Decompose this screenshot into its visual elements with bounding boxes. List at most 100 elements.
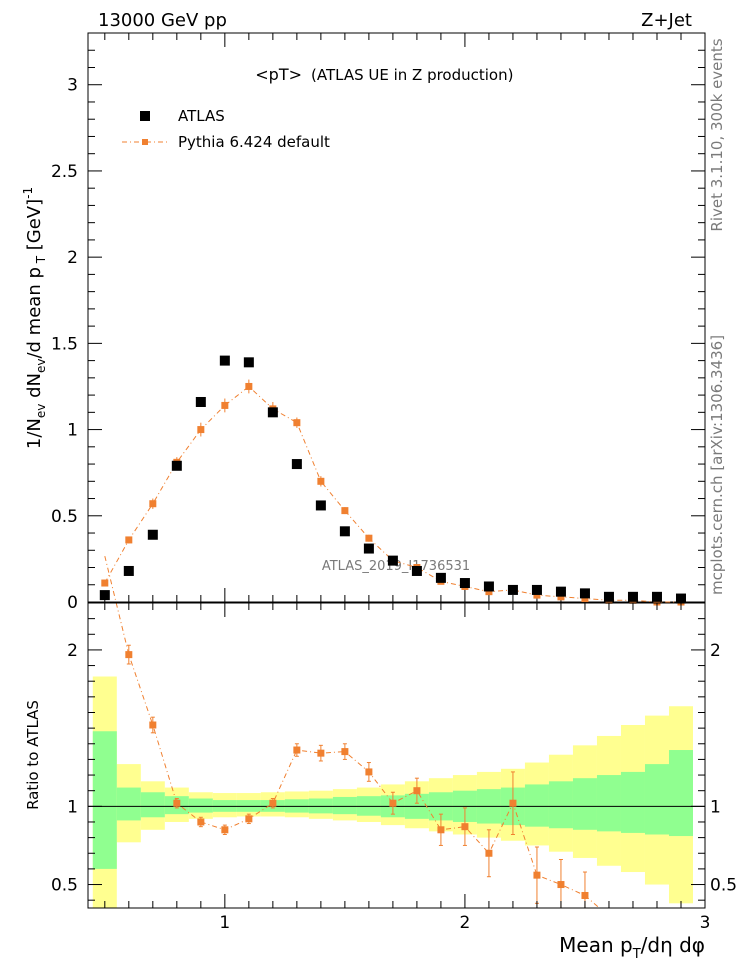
atlas-point xyxy=(363,543,374,554)
main-plot-panel: 0 0.5 1 1.5 2 2.5 3 ATLAS_2019_I1736531 <pT> (… xyxy=(21,32,706,613)
atlas-point xyxy=(411,565,422,576)
atlas-point xyxy=(459,578,470,589)
ratio-pythia-point xyxy=(485,849,493,857)
ratio-y-axis-label: Ratio to ATLAS xyxy=(24,700,42,810)
ratio-band-stat xyxy=(668,750,693,837)
atlas-point xyxy=(579,588,590,599)
mcplots-label: mcplots.cern.ch [arXiv:1306.3436] xyxy=(708,335,726,595)
ratio-pythia-point xyxy=(221,826,229,834)
ratio-band-stat xyxy=(572,778,597,830)
ratio-y-tick-label-right: 2 xyxy=(710,641,721,661)
x-tick-label: 3 xyxy=(700,913,711,933)
legend: ATLAS Pythia 6.424 default xyxy=(122,107,330,151)
atlas-point xyxy=(267,407,278,418)
atlas-point xyxy=(651,591,662,602)
ratio-y-tick-label-left: 2 xyxy=(67,641,78,661)
pythia-point xyxy=(149,500,157,508)
main-y-tick-label: 2.5 xyxy=(51,162,78,182)
plot-title: <pT> xyxy=(255,65,302,84)
svg-text:Mean pT/dη dφ: Mean pT/dη dφ xyxy=(559,933,705,962)
ratio-plot-frame xyxy=(87,602,706,909)
atlas-point xyxy=(435,572,446,583)
svg-text:1/Nev dNev/d mean p T [GeV]-1: 1/Nev dNev/d mean p T [GeV]-1 xyxy=(21,187,48,449)
main-y-tick-label: 0 xyxy=(67,593,78,613)
plot-subtitle: (ATLAS UE in Z production) xyxy=(311,66,513,84)
ratio-plot-ticks xyxy=(88,603,706,908)
main-y-tick-label: 1 xyxy=(67,421,78,441)
atlas-point xyxy=(555,586,566,597)
pythia-point xyxy=(365,534,373,542)
atlas-point xyxy=(147,529,158,540)
atlas-point xyxy=(291,459,302,470)
main-y-tick-label: 2 xyxy=(67,248,78,268)
atlas-point xyxy=(627,591,638,602)
ratio-band-stat xyxy=(92,731,117,869)
ratio-pythia-point xyxy=(413,787,421,795)
atlas-point xyxy=(99,590,110,601)
ratio-band-stat xyxy=(596,775,621,832)
ratio-pythia-point xyxy=(437,826,445,834)
ratio-pythia-point xyxy=(149,721,157,729)
ratio-y-tick-label-left: 1 xyxy=(67,797,78,817)
ratio-pythia-point xyxy=(389,799,397,807)
atlas-point xyxy=(219,355,230,366)
ratio-pythia-point xyxy=(317,749,325,757)
pythia-point xyxy=(293,419,301,427)
pythia-point xyxy=(533,591,541,599)
main-y-axis-label: 1/Nev dNev/d mean p T [GeV]-1 xyxy=(21,187,48,449)
ratio-band-stat xyxy=(116,787,141,821)
ratio-pythia-point xyxy=(533,871,541,879)
main-y-tick-label: 0.5 xyxy=(51,507,78,527)
atlas-point xyxy=(531,584,542,595)
pythia-point xyxy=(653,598,661,606)
pythia-point xyxy=(557,593,565,601)
ratio-band-stat xyxy=(644,764,669,835)
ratio-band-stat xyxy=(548,781,573,829)
ratio-y-tick-label-right: 1 xyxy=(710,797,721,817)
ratio-band-stat xyxy=(524,784,549,827)
atlas-point xyxy=(171,460,182,471)
pythia-point xyxy=(221,401,229,409)
pythia-point xyxy=(101,579,109,587)
ratio-pythia-point xyxy=(173,799,181,807)
ratio-band-stat xyxy=(140,792,165,818)
atlas-point xyxy=(195,396,206,407)
atlas-point xyxy=(339,526,350,537)
ratio-pythia-point xyxy=(245,815,253,823)
main-y-tick-label: 3 xyxy=(67,76,78,96)
ratio-pythia-point xyxy=(125,651,133,659)
rivet-label: Rivet 3.1.10, 300k events xyxy=(708,38,726,231)
atlas-point xyxy=(123,565,134,576)
legend-atlas-label: ATLAS xyxy=(178,107,225,125)
legend-pythia-marker xyxy=(142,139,148,145)
ratio-pythia-point xyxy=(557,881,565,889)
ratio-plot-panel: 0.5 0.5 1 1 2 2 1 2 3 Ratio to ATLAS Mean pT/dη… xyxy=(24,555,737,962)
main-plot-frame xyxy=(87,32,706,603)
atlas-point xyxy=(387,555,398,566)
atlas-point xyxy=(483,581,494,592)
ratio-pythia-point xyxy=(509,799,517,807)
legend-atlas-marker xyxy=(140,111,150,121)
ratio-pythia-point xyxy=(197,818,205,826)
process-label: Z+Jet xyxy=(641,10,692,31)
atlas-point xyxy=(315,500,326,511)
ratio-band-stat xyxy=(620,771,645,833)
pythia-point xyxy=(485,588,493,596)
x-tick-label: 2 xyxy=(460,913,471,933)
ratio-pythia-point xyxy=(365,768,373,776)
x-axis-label: Mean pT/dη dφ xyxy=(559,933,705,962)
x-tick-label: 1 xyxy=(219,913,230,933)
ratio-pythia-point xyxy=(293,746,301,754)
ratio-band-stat xyxy=(188,798,213,813)
ratio-y-tick-label-right: 0.5 xyxy=(710,876,737,896)
atlas-point xyxy=(675,593,686,604)
atlas-point xyxy=(243,357,254,368)
pythia-point xyxy=(341,507,349,515)
ratio-pythia-point xyxy=(581,891,589,899)
energy-label: 13000 GeV pp xyxy=(98,10,227,31)
ratio-pythia-point xyxy=(341,748,349,756)
pythia-point xyxy=(581,595,589,603)
atlas-point xyxy=(507,584,518,595)
ratio-band-stat xyxy=(332,796,357,815)
